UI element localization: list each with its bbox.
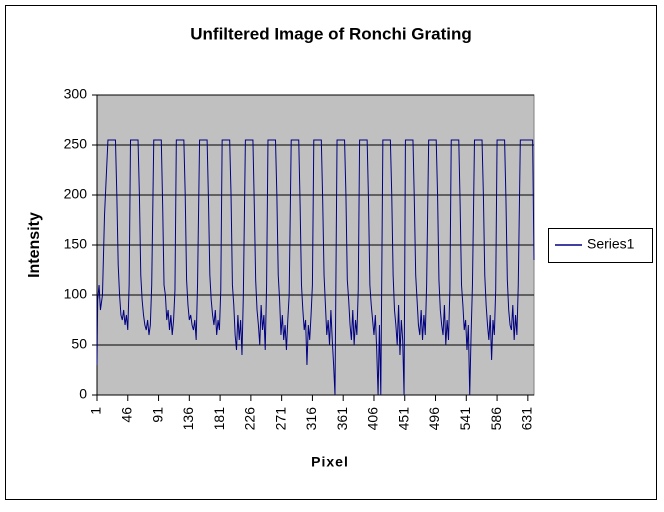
x-tick-label: 361 (334, 407, 350, 431)
x-tick-label: 631 (519, 407, 535, 431)
x-tick-label: 586 (488, 407, 504, 431)
y-tick-label: 50 (71, 336, 87, 352)
y-tick-label: 0 (79, 386, 87, 402)
x-tick-label: 1 (88, 407, 104, 415)
x-axis-label: Pixel (311, 454, 349, 470)
data-line (96, 139, 535, 396)
x-tick-label: 316 (303, 407, 319, 431)
y-tick-label: 250 (64, 136, 88, 152)
y-tick-label: 150 (64, 236, 88, 252)
x-tick-label: 541 (457, 407, 473, 431)
x-tick-label: 46 (118, 407, 134, 423)
x-tick-label: 406 (365, 407, 381, 431)
chart-title: Unfiltered Image of Ronchi Grating (190, 24, 471, 43)
y-tick-label: 200 (64, 186, 88, 202)
x-tick-label: 451 (395, 407, 411, 431)
y-tick-label: 100 (64, 286, 88, 302)
x-tick-label: 91 (149, 407, 165, 423)
x-tick-label: 181 (211, 407, 227, 431)
legend-label: Series1 (587, 236, 635, 252)
y-axis-label: Intensity (26, 212, 43, 278)
x-tick-label: 271 (272, 407, 288, 431)
y-tick-label: 300 (64, 86, 88, 102)
x-tick-label: 226 (242, 407, 258, 431)
x-tick-label: 136 (180, 407, 196, 431)
x-tick-label: 496 (426, 407, 442, 431)
